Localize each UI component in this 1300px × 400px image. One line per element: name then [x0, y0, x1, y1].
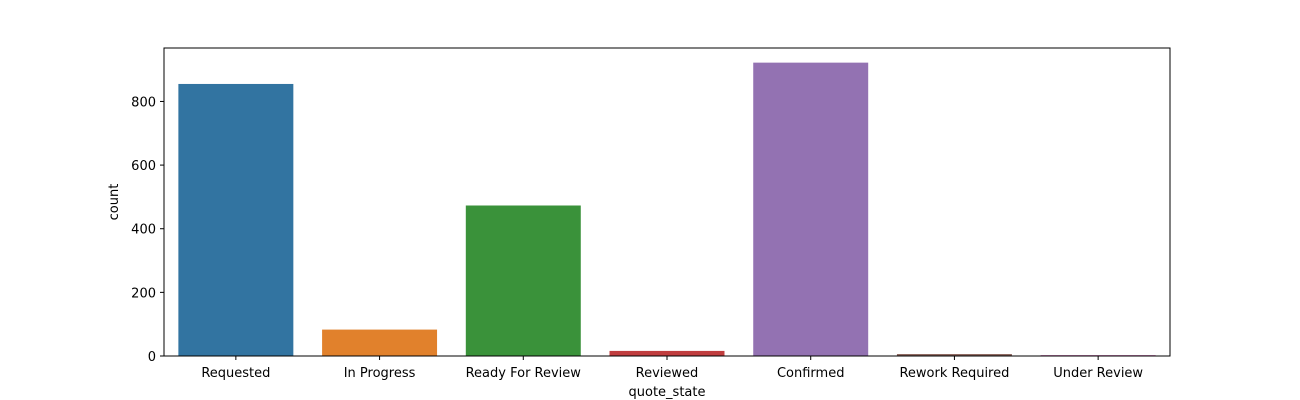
x-tick-label: Reviewed	[636, 366, 699, 381]
plot-frame	[163, 47, 1171, 357]
bar-ready-for-review	[465, 205, 581, 356]
x-axis-label: quote_state	[629, 385, 706, 400]
y-tick-label: 0	[148, 350, 156, 365]
y-tick-label: 200	[131, 286, 156, 301]
y-tick-label: 800	[131, 95, 156, 110]
bar-reviewed	[609, 350, 725, 356]
x-tick-label: Confirmed	[777, 366, 845, 381]
bar-in-progress	[322, 329, 438, 356]
x-axis: Requested In Progress Ready For Review Revi…	[201, 356, 1143, 381]
x-tick-label: Under Review	[1053, 366, 1143, 381]
bar-requested	[178, 83, 294, 357]
bar-confirmed	[753, 62, 869, 357]
y-tick-label: 400	[131, 223, 156, 238]
x-tick-label: Rework Required	[899, 366, 1009, 381]
y-axis: 0 200 400 600 800	[131, 95, 164, 365]
x-tick-label: Requested	[201, 366, 270, 381]
bar-rework-required	[896, 354, 1012, 356]
x-tick-label: Ready For Review	[466, 366, 582, 381]
y-tick-label: 600	[131, 159, 156, 174]
y-axis-label: count	[107, 184, 122, 221]
bars-group	[178, 62, 1156, 357]
x-tick-label: In Progress	[344, 366, 416, 381]
